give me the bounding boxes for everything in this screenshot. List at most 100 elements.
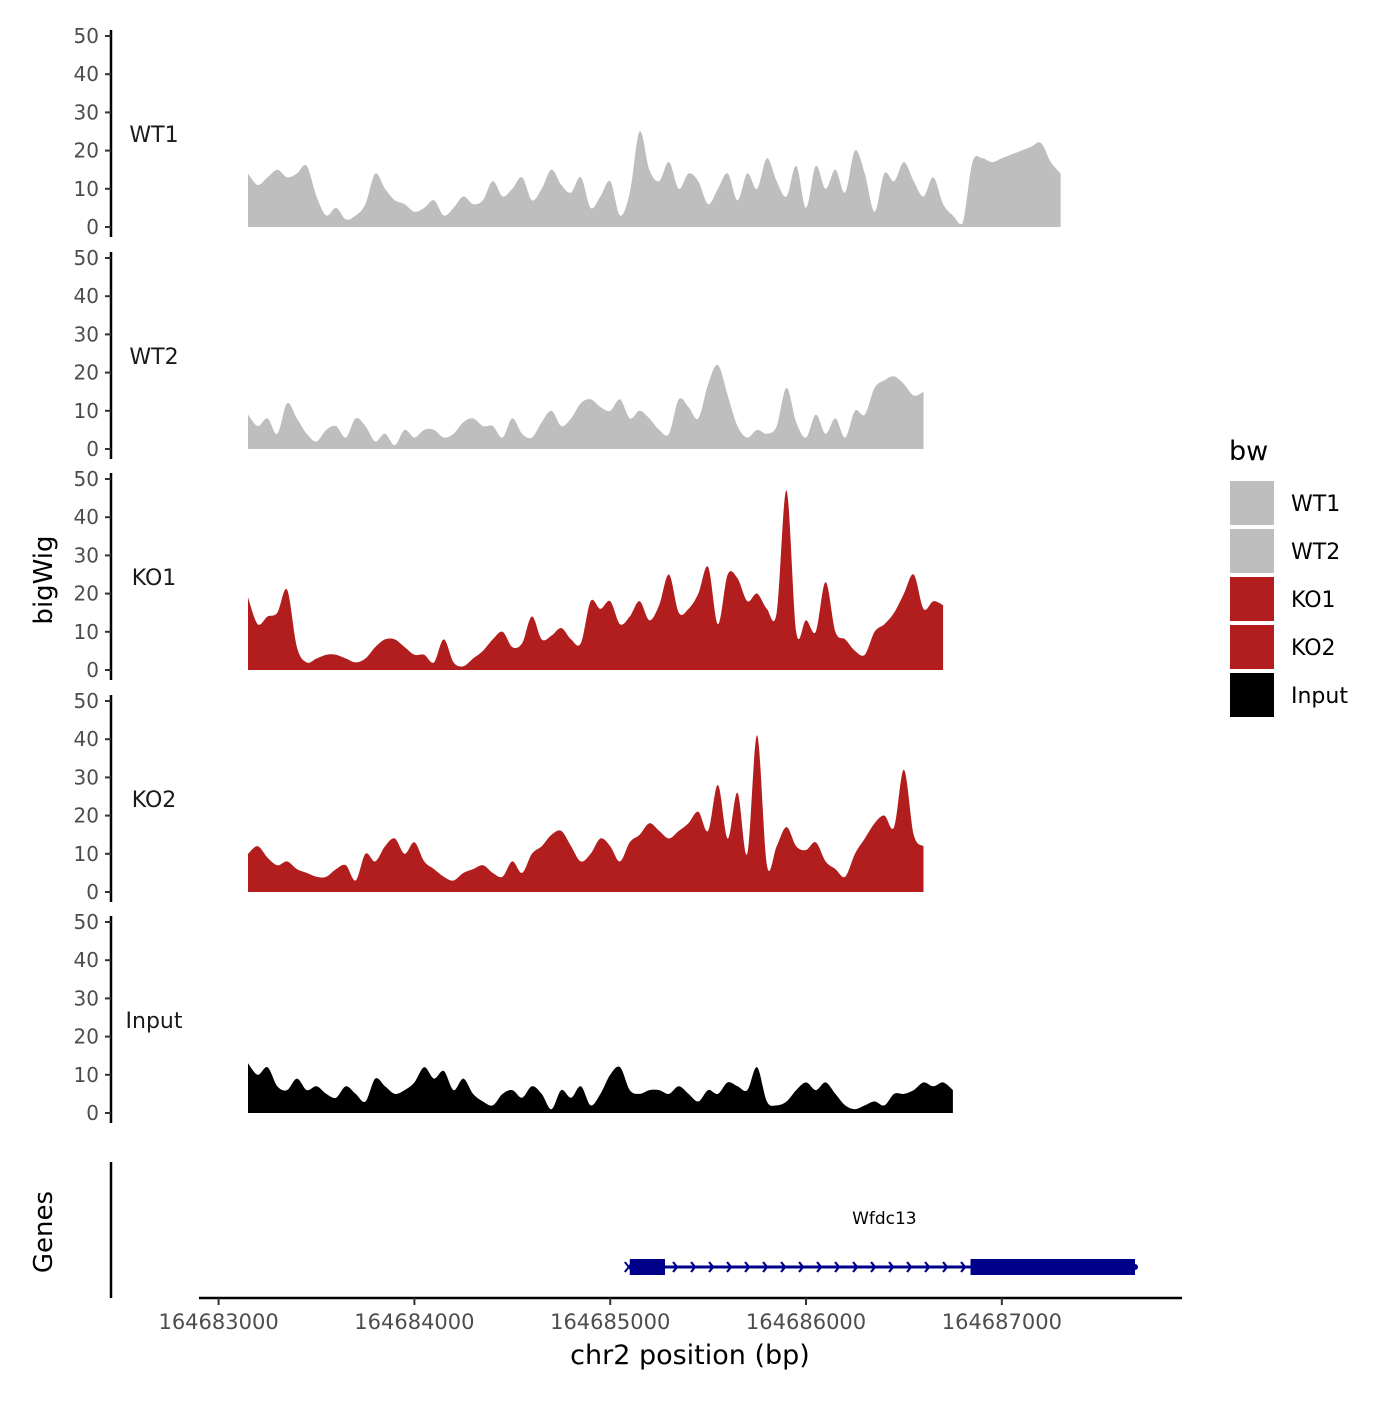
y-tick-label: 10 xyxy=(74,842,99,866)
legend-label: WT1 xyxy=(1291,492,1340,517)
strand-arrow xyxy=(834,1261,841,1273)
track-label-ko2: KO2 xyxy=(132,788,177,813)
track-panel-ko2: 0 10 20 30 40 50 KO2 xyxy=(74,689,924,904)
y-tick-label: 0 xyxy=(86,658,99,682)
y-tick-label: 50 xyxy=(74,910,99,934)
coverage-area-ko1[interactable] xyxy=(248,490,944,670)
y-tick-label: 30 xyxy=(74,986,99,1010)
legend-title: bw xyxy=(1229,436,1268,467)
strand-arrow xyxy=(924,1261,931,1273)
y-tick-label: 40 xyxy=(74,505,99,529)
y-tick-label: 20 xyxy=(74,361,99,385)
gene-model-wfdc13[interactable] xyxy=(624,1259,1139,1275)
legend-label: KO1 xyxy=(1291,588,1336,613)
y-tick-label: 30 xyxy=(74,322,99,346)
strand-arrow xyxy=(942,1261,949,1273)
track-panel-ko1: 0 10 20 30 40 50 KO1 xyxy=(74,467,944,682)
x-axis-title: chr2 position (bp) xyxy=(570,1340,810,1371)
y-tick-label: 30 xyxy=(74,765,99,789)
y-tick-label: 20 xyxy=(74,1025,99,1049)
y-tick-label: 30 xyxy=(74,100,99,124)
strand-arrow xyxy=(744,1261,751,1273)
track-panel-wt1: 0 10 20 30 40 50 WT1 xyxy=(74,24,1061,239)
legend-item-wt1[interactable]: WT1 xyxy=(1228,479,1340,527)
strand-arrow xyxy=(726,1261,733,1273)
legend[interactable]: bw WT1 WT2 KO1 KO2 Input xyxy=(1228,436,1348,719)
legend-item-ko1[interactable]: KO1 xyxy=(1228,575,1336,623)
strand-arrow xyxy=(780,1261,787,1273)
y-tick-label: 20 xyxy=(74,804,99,828)
track-panels: 0 10 20 30 40 50 WT1 0 10 20 30 40 50 WT2 0 10 20 30 40 50 K… xyxy=(74,24,1061,1125)
legend-swatch xyxy=(1228,527,1276,575)
y-tick-label: 40 xyxy=(74,62,99,86)
y-tick-label: 20 xyxy=(74,139,99,163)
y-tick-label: 50 xyxy=(74,24,99,48)
y-tick-label: 0 xyxy=(86,437,99,461)
gene-end-mark xyxy=(1132,1264,1139,1270)
strand-arrow xyxy=(798,1261,805,1273)
legend-entries: WT1 WT2 KO1 KO2 Input xyxy=(1228,479,1348,719)
y-tick-label: 0 xyxy=(86,880,99,904)
y-axis-title: bigWig xyxy=(29,535,59,624)
legend-label: KO2 xyxy=(1291,636,1336,661)
coverage-area-wt2[interactable] xyxy=(248,364,924,449)
strand-arrow xyxy=(888,1261,895,1273)
legend-item-input[interactable]: Input xyxy=(1228,671,1348,719)
track-panel-wt2: 0 10 20 30 40 50 WT2 xyxy=(74,246,924,461)
strand-arrow xyxy=(906,1261,913,1273)
x-tick-label: 164686000 xyxy=(746,1310,866,1334)
y-tick-label: 40 xyxy=(74,727,99,751)
x-axis-ticks: 164683000 164684000 164685000 164686000 1646… xyxy=(158,1298,1062,1334)
gene-name-label: Wfdc13 xyxy=(852,1209,917,1229)
exon-block xyxy=(970,1259,1136,1275)
y-tick-label: 10 xyxy=(74,399,99,423)
gene-start-mark xyxy=(624,1261,634,1273)
x-tick-label: 164684000 xyxy=(354,1310,474,1334)
genes-panel: Genes Wfdc13 xyxy=(29,1162,1139,1298)
track-panel-input: 0 10 20 30 40 50 Input xyxy=(74,910,953,1125)
y-tick-label: 0 xyxy=(86,215,99,239)
coverage-area-wt1[interactable] xyxy=(248,131,1061,227)
legend-label: WT2 xyxy=(1291,540,1340,565)
x-tick-label: 164685000 xyxy=(550,1310,670,1334)
y-tick-label: 0 xyxy=(86,1101,99,1125)
y-tick-label: 10 xyxy=(74,620,99,644)
y-tick-label: 20 xyxy=(74,582,99,606)
y-tick-label: 30 xyxy=(74,543,99,567)
strand-arrow xyxy=(762,1261,769,1273)
strand-arrow xyxy=(870,1261,877,1273)
track-label-wt2: WT2 xyxy=(129,345,178,370)
strand-arrow xyxy=(690,1261,697,1273)
y-tick-label: 10 xyxy=(74,1063,99,1087)
y-tick-label: 10 xyxy=(74,177,99,201)
track-label-ko1: KO1 xyxy=(132,566,177,591)
x-tick-label: 164687000 xyxy=(942,1310,1062,1334)
coverage-area-ko2[interactable] xyxy=(248,735,924,892)
legend-item-wt2[interactable]: WT2 xyxy=(1228,527,1340,575)
track-label-input: Input xyxy=(126,1009,183,1034)
x-axis: 164683000 164684000 164685000 164686000 1646… xyxy=(158,1296,1182,1371)
y-tick-label: 50 xyxy=(74,246,99,270)
coverage-area-input[interactable] xyxy=(248,1063,953,1113)
y-tick-label: 40 xyxy=(74,284,99,308)
genes-panel-label: Genes xyxy=(29,1191,59,1273)
y-tick-label: 50 xyxy=(74,689,99,713)
strand-arrow xyxy=(852,1261,859,1273)
legend-swatch xyxy=(1228,479,1276,527)
strand-arrow xyxy=(708,1261,715,1273)
y-tick-label: 40 xyxy=(74,948,99,972)
track-label-wt1: WT1 xyxy=(129,123,178,148)
legend-swatch xyxy=(1228,671,1276,719)
legend-label: Input xyxy=(1291,684,1348,709)
y-tick-label: 50 xyxy=(74,467,99,491)
legend-swatch xyxy=(1228,623,1276,671)
exon-block xyxy=(629,1259,666,1275)
strand-arrow xyxy=(816,1261,823,1273)
strand-arrow xyxy=(960,1261,967,1273)
legend-swatch xyxy=(1228,575,1276,623)
strand-arrow xyxy=(672,1261,679,1273)
x-tick-label: 164683000 xyxy=(158,1310,278,1334)
legend-item-ko2[interactable]: KO2 xyxy=(1228,623,1336,671)
